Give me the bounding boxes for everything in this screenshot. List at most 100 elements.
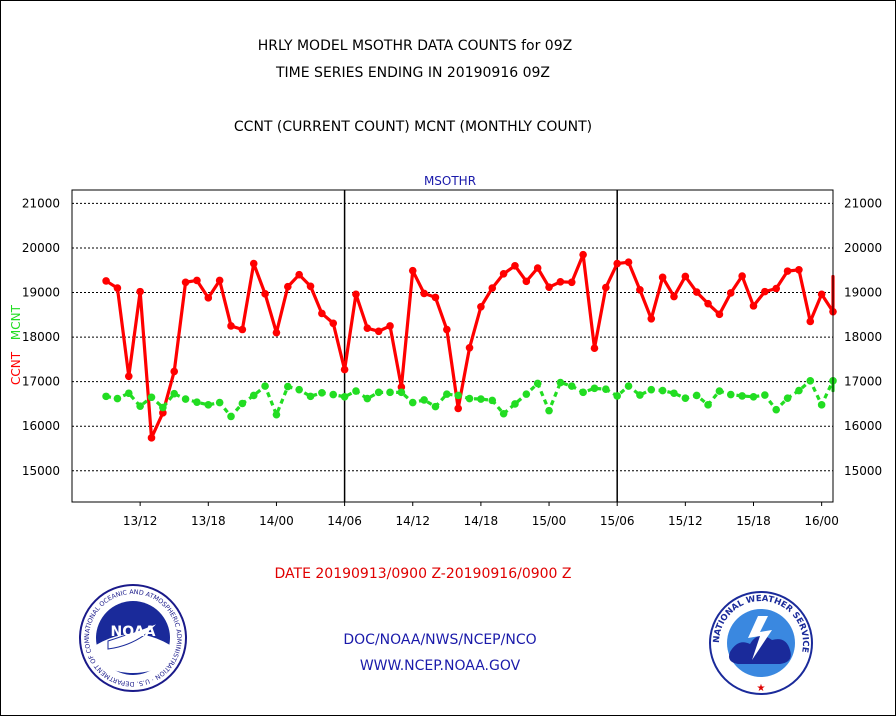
data-point-ccnt [488, 284, 497, 292]
svg-text:CCNT MCNT: CCNT MCNT [9, 304, 23, 385]
x-tick-label: 15/00 [532, 514, 567, 528]
data-point-ccnt [318, 309, 326, 318]
data-point-mcnt [806, 376, 815, 385]
organization-label: DOC/NOAA/NWS/NCEP/NCO [343, 632, 537, 648]
data-point-mcnt [261, 382, 269, 390]
y-tick-label-right: 20000 [844, 241, 882, 255]
data-point-mcnt [749, 393, 758, 401]
nws-logo-icon: NATIONAL WEATHER SERVICE ★ [709, 591, 813, 695]
data-point-mcnt [397, 388, 406, 397]
data-point-mcnt [522, 390, 531, 398]
data-point-mcnt [602, 385, 610, 394]
data-point-ccnt [329, 319, 338, 328]
data-point-ccnt [613, 259, 621, 268]
y-tick-label-left: 21000 [22, 196, 60, 210]
data-point-mcnt [817, 401, 826, 409]
data-point-mcnt [545, 406, 553, 415]
data-point-mcnt [431, 402, 440, 411]
data-point-mcnt [147, 393, 156, 402]
data-point-mcnt [124, 389, 133, 398]
data-point-ccnt [159, 409, 167, 417]
x-tick-label: 15/12 [668, 514, 703, 528]
data-point-ccnt [454, 404, 462, 413]
y-tick-label-right: 21000 [844, 196, 882, 210]
data-point-ccnt [499, 269, 508, 278]
data-point-mcnt [170, 389, 179, 398]
data-point-mcnt [193, 398, 201, 406]
data-point-mcnt [681, 394, 690, 402]
data-point-ccnt [567, 278, 576, 287]
data-point-mcnt [272, 410, 281, 419]
data-point-mcnt [238, 399, 247, 408]
data-point-mcnt [136, 402, 144, 410]
svg-text:★: ★ [757, 683, 766, 694]
data-point-ccnt [636, 286, 644, 294]
data-point-mcnt [624, 382, 633, 390]
date-range-label: DATE 20190913/0900 Z-20190916/0900 Z [274, 566, 572, 582]
data-point-ccnt [556, 278, 565, 286]
data-point-mcnt [783, 394, 792, 402]
data-point-mcnt [738, 392, 746, 400]
data-point-mcnt [658, 386, 667, 395]
data-point-ccnt [749, 302, 758, 310]
data-point-mcnt [318, 389, 326, 397]
data-point-ccnt [249, 259, 258, 268]
data-point-mcnt [249, 391, 258, 400]
data-point-ccnt [806, 317, 815, 326]
data-point-mcnt [465, 394, 474, 403]
data-point-mcnt [386, 388, 394, 397]
data-point-mcnt [443, 390, 451, 398]
data-point-ccnt [670, 292, 678, 301]
data-point-ccnt [477, 302, 485, 311]
data-point-ccnt [533, 264, 542, 272]
data-point-mcnt [454, 391, 462, 400]
x-tick-label: 14/00 [259, 514, 294, 528]
y-tick-label-right: 17000 [844, 375, 882, 389]
data-point-mcnt [420, 396, 428, 404]
data-point-ccnt [306, 282, 315, 291]
data-point-ccnt [443, 325, 451, 334]
y-tick-label-left: 19000 [22, 286, 60, 300]
plot-series [102, 250, 837, 442]
plot-border [71, 189, 834, 503]
data-point-ccnt [181, 278, 190, 287]
x-tick-label: 13/18 [191, 514, 226, 528]
data-point-ccnt [590, 344, 599, 353]
data-point-ccnt [783, 267, 792, 275]
y-tick-label-left: 16000 [22, 419, 60, 433]
data-point-mcnt [704, 401, 712, 409]
data-point-ccnt [658, 273, 667, 282]
data-point-mcnt [329, 390, 338, 399]
y-tick-label-right: 15000 [844, 464, 882, 478]
x-tick-label: 14/06 [327, 514, 362, 528]
data-point-ccnt [113, 284, 122, 292]
data-point-mcnt [374, 388, 383, 397]
data-point-ccnt [272, 328, 281, 337]
data-point-ccnt [147, 434, 156, 442]
plot-axes: 15000 15000 16000 16000 17000 17000 18000 18000… [22, 196, 882, 528]
data-point-mcnt [579, 388, 587, 397]
data-point-mcnt [113, 394, 122, 403]
data-point-ccnt [817, 290, 826, 299]
data-point-mcnt [295, 385, 303, 394]
data-point-ccnt [511, 261, 519, 270]
data-point-ccnt [647, 315, 656, 323]
data-point-ccnt [340, 365, 349, 374]
x-tick-label: 14/12 [395, 514, 430, 528]
data-point-ccnt [397, 383, 406, 391]
data-point-ccnt [761, 287, 769, 296]
x-tick-label: 16/00 [804, 514, 839, 528]
y-tick-label-left: 18000 [22, 330, 60, 344]
data-point-ccnt [715, 310, 724, 319]
data-point-ccnt [602, 283, 610, 292]
y-tick-label-left: 17000 [22, 375, 60, 389]
x-tick-label: 15/06 [600, 514, 635, 528]
x-tick-label: 15/18 [736, 514, 771, 528]
data-point-mcnt [215, 398, 224, 407]
data-point-mcnt [159, 403, 167, 412]
data-point-ccnt [579, 250, 587, 259]
data-point-ccnt [136, 287, 144, 296]
y-axis-label-mcnt: MCNT [9, 304, 23, 340]
chart-title-line2: TIME SERIES ENDING IN 20190916 09Z [276, 65, 550, 81]
noaa-logo-text: NOAA [111, 624, 156, 640]
